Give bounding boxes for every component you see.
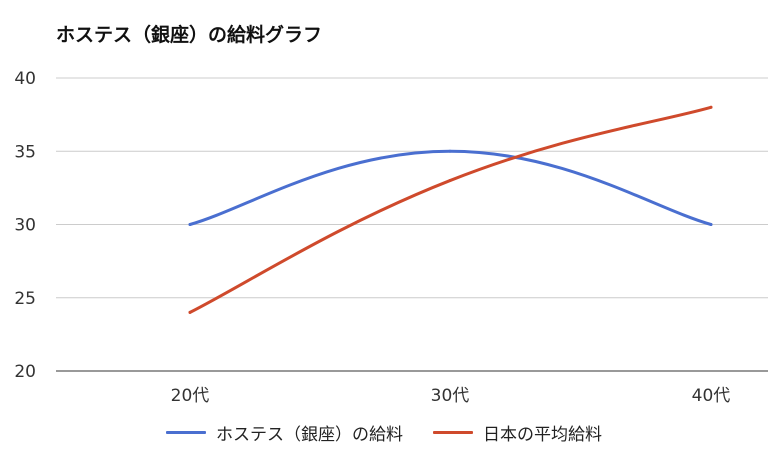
data-point-japan-average-2[interactable] (709, 105, 713, 109)
y-tick-label-40: 40 (14, 69, 36, 89)
grid-layer (56, 77, 768, 372)
x-tick-label-0: 20代 (171, 386, 210, 406)
legend-label-japan-average: 日本の平均給料 (483, 425, 602, 445)
y-tick-label-25: 25 (14, 289, 36, 309)
data-point-hostess-1[interactable] (448, 149, 452, 153)
x-axis-ticks: 20代 30代 40代 (171, 386, 731, 406)
y-tick-label-30: 30 (14, 216, 36, 236)
x-tick-label-2: 40代 (692, 386, 731, 406)
data-point-japan-average-1[interactable] (448, 179, 452, 183)
y-axis-ticks: 20 25 30 35 40 (14, 69, 36, 382)
legend-label-hostess: ホステス（銀座）の給料 (216, 425, 403, 445)
legend-item-japan-average[interactable]: 日本の平均給料 (433, 420, 602, 445)
y-tick-label-35: 35 (14, 142, 36, 162)
data-point-hostess-2[interactable] (709, 223, 713, 226)
x-tick-label-1: 30代 (431, 386, 470, 406)
legend-item-hostess[interactable]: ホステス（銀座）の給料 (166, 420, 403, 445)
chart-title: ホステス（銀座）の給料グラフ (56, 24, 323, 46)
legend: ホステス（銀座）の給料 日本の平均給料 (0, 420, 768, 445)
series-line-hostess (188, 149, 713, 226)
legend-swatch-japan-average (433, 431, 473, 434)
data-point-hostess-0[interactable] (188, 223, 192, 226)
data-point-japan-average-0[interactable] (188, 310, 192, 314)
legend-swatch-hostess (166, 431, 206, 434)
series-layer (188, 105, 713, 314)
series-line-japan-average (188, 105, 713, 314)
y-tick-label-20: 20 (14, 362, 36, 382)
